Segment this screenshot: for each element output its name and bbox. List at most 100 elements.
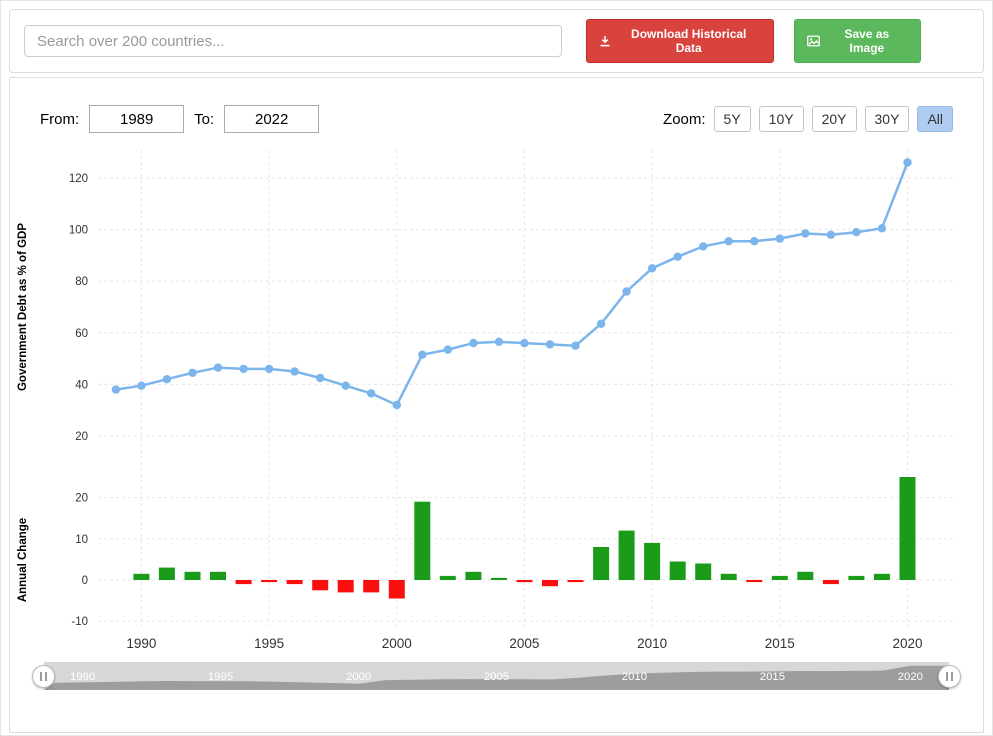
point-2020 <box>903 158 912 167</box>
svg-text:10: 10 <box>75 534 88 546</box>
bar-1993 <box>210 571 226 580</box>
gridlines <box>98 150 956 626</box>
to-label: To: <box>194 110 215 128</box>
bar-2019 <box>873 573 890 580</box>
point-2018 <box>852 228 861 237</box>
svg-text:1990: 1990 <box>126 636 156 651</box>
zoom-button-20y[interactable]: 20Y <box>811 106 857 132</box>
point-1998 <box>341 381 350 390</box>
point-1995 <box>264 364 274 374</box>
bar-2016 <box>797 571 814 580</box>
point-2009 <box>622 287 631 296</box>
axis-labels: 20 40 60 80 100 120 -10 0 10 20 1990 1995 2000 2005 20… <box>69 173 923 651</box>
download-button-label: Download Historical Data <box>631 27 747 55</box>
save-image-button[interactable]: Save as Image <box>793 19 921 63</box>
from-label: From: <box>40 110 80 128</box>
search-input[interactable] <box>24 25 562 57</box>
bar-2007 <box>567 580 584 583</box>
point-1997 <box>316 373 325 383</box>
svg-text:20: 20 <box>75 431 88 443</box>
point-2016 <box>801 229 810 238</box>
bar-2010 <box>644 542 661 580</box>
svg-text:2010: 2010 <box>622 671 647 683</box>
bar-2017 <box>822 580 839 585</box>
debt-chart[interactable]: 20 40 60 80 100 120 -10 0 10 20 1990 1995 2000 2005 20… <box>10 144 985 656</box>
bar-2012 <box>695 563 712 580</box>
bar-2002 <box>439 575 456 580</box>
svg-text:2000: 2000 <box>346 671 371 683</box>
bar-2011 <box>669 561 686 580</box>
point-1992 <box>188 368 197 377</box>
point-1993 <box>213 363 223 372</box>
navigator[interactable]: 1990 1995 2000 2005 2010 2015 2020 <box>32 662 961 690</box>
svg-text:1995: 1995 <box>254 636 284 651</box>
zoom-button-10y[interactable]: 10Y <box>758 106 804 132</box>
bar-y-axis-title: Annual Change <box>17 518 29 602</box>
image-icon <box>806 35 820 47</box>
bar-2014 <box>746 580 763 583</box>
point-1991 <box>162 375 172 384</box>
annual-change-bars <box>133 477 916 599</box>
bar-2001 <box>414 501 431 580</box>
zoom-label: Zoom: <box>663 110 706 128</box>
point-2013 <box>724 237 733 246</box>
navigator-handle-right[interactable] <box>938 664 961 688</box>
bar-2020 <box>899 477 916 580</box>
point-2003 <box>469 338 478 348</box>
point-1990 <box>137 381 146 390</box>
date-range-controls: From: To: <box>40 105 329 133</box>
svg-text:20: 20 <box>75 493 88 505</box>
point-1994 <box>239 364 248 374</box>
grip-icon <box>946 671 953 681</box>
point-2012 <box>699 242 708 251</box>
point-2001 <box>418 350 427 359</box>
bar-1994 <box>235 580 252 585</box>
bar-1997 <box>312 580 329 591</box>
to-year-input[interactable] <box>224 105 320 133</box>
from-year-input[interactable] <box>89 105 185 133</box>
zoom-button-all[interactable]: All <box>917 106 953 132</box>
top-toolbar: Download Historical Data Save as Image <box>9 9 984 73</box>
svg-text:0: 0 <box>82 575 88 587</box>
download-button[interactable]: Download Historical Data <box>585 19 774 63</box>
point-2004 <box>494 337 504 346</box>
point-1999 <box>367 389 376 398</box>
bar-2003 <box>465 571 482 580</box>
navigator-handle-left[interactable] <box>32 664 55 688</box>
zoom-controls: Zoom: 5Y 10Y 20Y 30Y All <box>663 106 953 132</box>
bar-2004 <box>490 577 507 580</box>
point-2015 <box>775 234 784 243</box>
bar-2018 <box>848 575 865 580</box>
svg-text:120: 120 <box>69 173 88 185</box>
point-2019 <box>877 224 887 233</box>
svg-text:2005: 2005 <box>509 636 539 651</box>
point-2017 <box>826 230 836 239</box>
bar-1998 <box>337 580 354 593</box>
bar-1990 <box>133 573 150 580</box>
zoom-button-30y[interactable]: 30Y <box>864 106 910 132</box>
point-2002 <box>443 345 452 354</box>
point-2010 <box>647 264 657 273</box>
point-2000 <box>392 400 401 410</box>
svg-text:80: 80 <box>75 276 88 288</box>
svg-text:40: 40 <box>75 379 88 391</box>
bar-1995 <box>261 580 278 583</box>
bar-2005 <box>516 580 533 583</box>
bar-2006 <box>542 580 558 587</box>
svg-text:-10: -10 <box>71 616 88 628</box>
chart-controls: From: To: Zoom: 5Y 10Y 20Y 30Y All <box>10 104 983 134</box>
navigator-chart[interactable]: 1990 1995 2000 2005 2010 2015 2020 <box>44 662 949 690</box>
save-image-button-label: Save as Image <box>844 27 890 55</box>
point-2007 <box>571 341 580 350</box>
bar-1991 <box>158 567 175 580</box>
point-2008 <box>596 319 606 328</box>
point-2014 <box>750 237 759 246</box>
bar-1996 <box>286 580 303 585</box>
bar-2000 <box>388 580 405 599</box>
svg-text:2015: 2015 <box>760 671 785 683</box>
zoom-button-5y[interactable]: 5Y <box>713 106 751 132</box>
main-y-axis-title: Government Debt as % of GDP <box>17 223 29 391</box>
svg-text:1990: 1990 <box>70 671 95 683</box>
svg-text:1995: 1995 <box>208 671 233 683</box>
